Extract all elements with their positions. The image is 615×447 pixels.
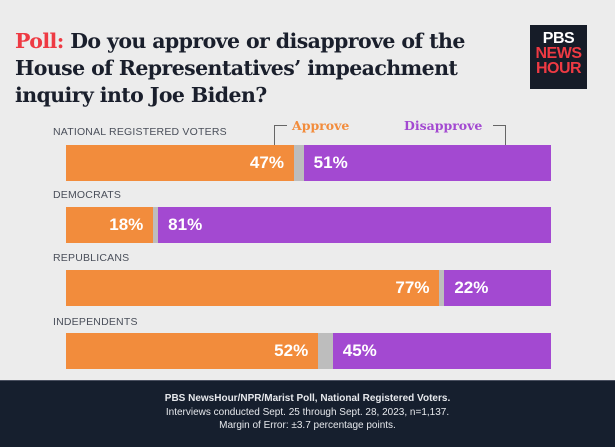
- stacked-bar: 47% 51%: [66, 145, 551, 181]
- title-prefix: Poll:: [15, 29, 64, 53]
- group-label: NATIONAL REGISTERED VOTERS: [53, 126, 227, 138]
- disapprove-value-label: 45%: [342, 341, 377, 360]
- approve-bar: 47%: [66, 145, 294, 181]
- approve-value-label: 47%: [249, 153, 284, 172]
- pbs-newshour-logo: PBS NEWS HOUR: [530, 25, 587, 89]
- approve-bar: 52%: [66, 333, 319, 369]
- disapprove-value-label: 81%: [168, 215, 203, 234]
- disapprove-bar: 22%: [444, 270, 551, 306]
- disapprove-bar: 45%: [332, 333, 551, 369]
- approve-value-label: 52%: [274, 341, 309, 360]
- stacked-bar: 18% 81%: [66, 207, 551, 243]
- group-label: INDEPENDENTS: [53, 316, 138, 328]
- disapprove-bar: 51%: [303, 145, 551, 181]
- group-label: DEMOCRATS: [53, 189, 122, 201]
- approve-value-label: 77%: [395, 278, 430, 297]
- legend-disapprove: Disapprove: [404, 118, 483, 133]
- dates-line: Interviews conducted Sept. 25 through Se…: [165, 406, 450, 418]
- group-label: REPUBLICANS: [53, 252, 130, 264]
- approve-bar: 77%: [66, 270, 440, 306]
- source-line: PBS NewsHour/NPR/Marist Poll, National R…: [164, 393, 451, 404]
- legend-approve: Approve: [292, 118, 350, 133]
- approve-value-label: 18%: [109, 215, 144, 234]
- margin-line: Margin of Error: ±3.7 percentage points.: [219, 420, 396, 431]
- disapprove-value-label: 51%: [313, 153, 348, 172]
- stacked-bar: 52% 45%: [66, 333, 551, 369]
- disapprove-value-label: 22%: [454, 278, 489, 297]
- approve-bar: 18%: [66, 207, 154, 243]
- disapprove-bracket: [493, 125, 506, 146]
- approve-bracket: [274, 125, 287, 146]
- disapprove-bar: 81%: [158, 207, 551, 243]
- title-text: Do you approve or disapprove of the Hous…: [15, 29, 465, 107]
- source-footer: PBS NewsHour/NPR/Marist Poll, National R…: [0, 380, 615, 447]
- chart-title: Poll: Do you approve or disapprove of th…: [15, 28, 475, 109]
- stacked-bar: 77% 22%: [66, 270, 551, 306]
